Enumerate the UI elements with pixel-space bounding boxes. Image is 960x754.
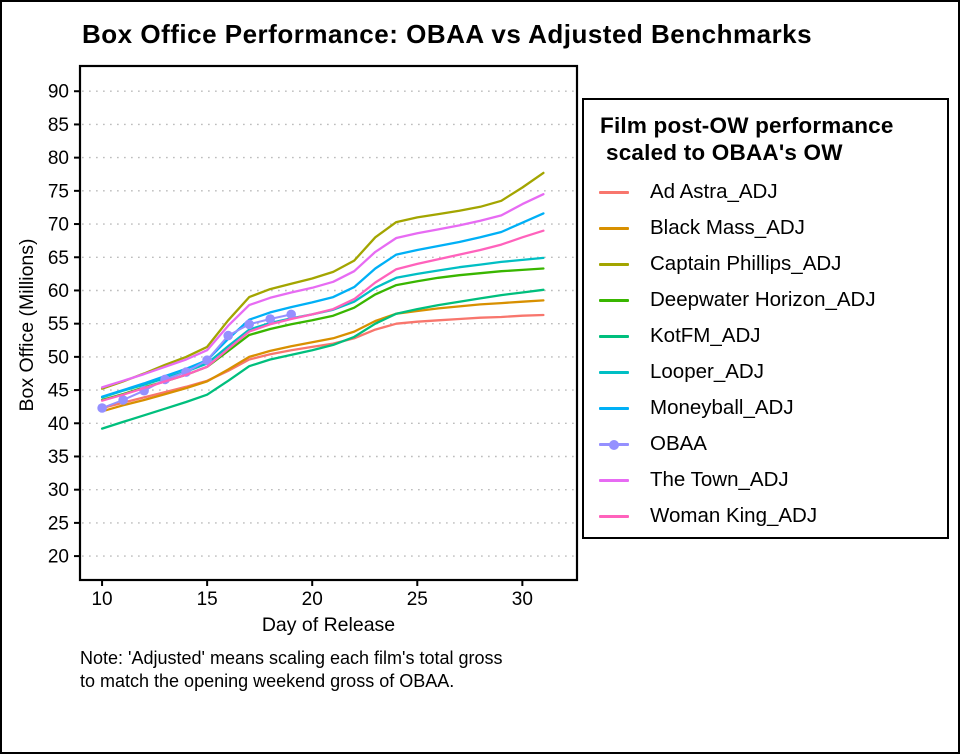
y-tick-label: 90	[48, 82, 69, 103]
y-tick-label: 80	[48, 148, 69, 169]
legend-item-captain-phillips-adj: Captain Phillips_ADJ	[584, 246, 947, 282]
y-tick-label: 40	[48, 414, 69, 435]
legend-item-label: OBAA	[650, 432, 707, 455]
legend-item-woman-king-adj: Woman King_ADJ	[584, 498, 947, 534]
x-tick-label: 25	[407, 589, 428, 610]
legend-title: Film post-OW performance scaled to OBAA'…	[600, 112, 941, 166]
y-tick-label: 75	[48, 181, 69, 202]
legend-key-line-icon	[598, 354, 630, 390]
x-tick-label: 10	[91, 589, 112, 610]
legend-item-label: Deepwater Horizon_ADJ	[650, 288, 876, 311]
y-tick-label: 65	[48, 248, 69, 269]
x-tick-label: 20	[302, 589, 323, 610]
legend-item-label: Looper_ADJ	[650, 360, 764, 383]
panel-border	[78, 64, 579, 582]
x-tick-label: 15	[197, 589, 218, 610]
series-point-obaa	[244, 319, 254, 330]
legend-item-the-town-adj: The Town_ADJ	[584, 462, 947, 498]
legend-key-line-icon	[598, 246, 630, 282]
series-line-woman-king-adj	[100, 229, 545, 402]
legend-item-label: Black Mass_ADJ	[650, 216, 805, 239]
legend-item-deepwater-horizon-adj: Deepwater Horizon_ADJ	[584, 282, 947, 318]
legend-key-line-icon	[598, 462, 630, 498]
y-tick-label: 50	[48, 347, 69, 368]
y-axis-title: Box Office (Millions)	[16, 238, 38, 412]
legend-key-line-icon	[598, 318, 630, 354]
legend-title-line-1: Film post-OW performance	[600, 113, 894, 138]
x-axis-title: Day of Release	[261, 614, 396, 636]
legend-key-line-icon	[598, 282, 630, 318]
legend-item-ad-astra-adj: Ad Astra_ADJ	[584, 174, 947, 210]
series-line-black-mass-adj	[100, 299, 545, 413]
legend-key-point-icon	[609, 439, 619, 450]
legend-key-line-icon	[598, 210, 630, 246]
series-line-ad-astra-adj	[100, 313, 545, 410]
y-tick-label: 70	[48, 215, 69, 236]
series-point-obaa	[97, 403, 107, 413]
y-tick-label: 35	[48, 447, 69, 468]
legend-key-line-icon	[598, 390, 630, 426]
series-line-the-town-adj	[100, 193, 545, 389]
chart-note: Note: 'Adjusted' means scaling each film…	[80, 647, 503, 692]
series-line-obaa	[101, 313, 293, 409]
legend-item-black-mass-adj: Black Mass_ADJ	[584, 210, 947, 246]
legend-item-label: Woman King_ADJ	[650, 504, 818, 527]
y-tick-label: 20	[48, 547, 69, 568]
legend-item-moneyball-adj: Moneyball_ADJ	[584, 390, 947, 426]
y-tick-label: 85	[48, 115, 69, 136]
y-tick-label: 30	[48, 480, 69, 501]
series-line-captain-phillips-adj	[100, 171, 545, 390]
y-tick-label: 25	[48, 513, 69, 534]
legend-item-label: KotFM_ADJ	[650, 324, 761, 347]
chart-title: Box Office Performance: OBAA vs Adjusted…	[82, 19, 813, 49]
legend-item-label: Moneyball_ADJ	[650, 396, 794, 419]
legend-item-label: The Town_ADJ	[650, 468, 789, 491]
y-tick-label: 45	[48, 381, 69, 402]
legend-key-line-icon	[598, 174, 630, 210]
legend-item-obaa: OBAA	[584, 426, 947, 462]
note-line-2: to match the opening weekend gross of OB…	[80, 670, 455, 691]
legend-key-line-icon	[598, 426, 630, 462]
y-tick-label: 60	[48, 281, 69, 302]
note-line-1: Note: 'Adjusted' means scaling each film…	[80, 648, 503, 668]
series-line-moneyball-adj	[100, 212, 545, 398]
y-tick-label: 55	[48, 314, 69, 335]
series-point-obaa	[118, 395, 128, 405]
series-point-obaa	[202, 355, 212, 366]
series-point-obaa	[223, 330, 233, 341]
legend-key-line-icon	[598, 498, 630, 534]
legend-item-label: Ad Astra_ADJ	[650, 180, 778, 203]
legend-item-label: Captain Phillips_ADJ	[650, 252, 842, 275]
series-point-obaa	[286, 309, 297, 320]
legend-items: Ad Astra_ADJ Black Mass_ADJ Captain Philli…	[584, 174, 947, 534]
legend: Film post-OW performance scaled to OBAA'…	[582, 98, 949, 539]
x-tick-label: 30	[512, 589, 533, 610]
series-point-obaa	[265, 314, 276, 324]
legend-item-looper-adj: Looper_ADJ	[584, 354, 947, 390]
legend-item-kotfm-adj: KotFM_ADJ	[584, 318, 947, 354]
series-line-kotfm-adj	[100, 288, 545, 430]
legend-title-line-2: scaled to OBAA's OW	[606, 140, 843, 165]
